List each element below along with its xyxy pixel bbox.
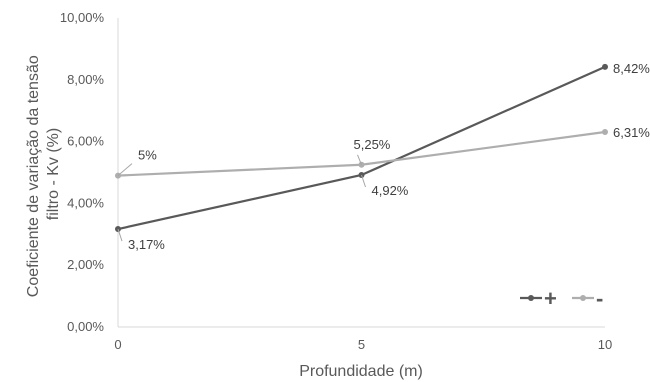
x-tick-label: 10: [598, 337, 612, 352]
series-plus-point: [602, 63, 608, 70]
legend-minus-marker: [580, 295, 586, 301]
series-minus-point: [602, 129, 608, 136]
data-label: 8,42%: [613, 61, 650, 76]
y-tick-label: 0,00%: [67, 319, 104, 334]
data-label: 5%: [138, 148, 157, 163]
data-label: 6,31%: [613, 125, 650, 140]
y-tick-label: 4,00%: [67, 195, 104, 210]
y-tick-label: 2,00%: [67, 257, 104, 272]
x-axis-title: Profundidade (m): [299, 363, 423, 380]
legend-plus-marker: [528, 295, 534, 301]
y-axis-title-line-2: filtro - Kv (%): [45, 128, 62, 220]
y-axis-title-line-1: Coeficiente de variação da tensão: [25, 55, 42, 297]
x-tick-label: 0: [114, 337, 121, 352]
y-axis-title: Coeficiente de variação da tensão filtro…: [25, 51, 62, 297]
data-label: 3,17%: [128, 237, 165, 252]
legend-minus-label: -: [596, 286, 603, 311]
legend: + -: [520, 286, 603, 311]
data-label-leader: [117, 163, 133, 176]
x-axis-ticks: 0 5 10: [114, 337, 612, 352]
y-tick-label: 6,00%: [67, 134, 104, 149]
data-label-leader: [117, 228, 123, 242]
data-label: 4,92%: [372, 183, 409, 198]
legend-plus-label: +: [544, 286, 557, 311]
data-labels: 3,17% 4,92% 8,42% 5% 5,25% 6,31%: [117, 61, 650, 252]
data-label-leader: [361, 174, 366, 188]
data-label: 5,25%: [354, 137, 391, 152]
data-label-leader: [357, 154, 362, 165]
x-tick-label: 5: [358, 337, 365, 352]
y-tick-label: 10,00%: [60, 10, 105, 25]
y-axis-ticks: 0,00% 2,00% 4,00% 6,00% 8,00% 10,00%: [60, 10, 105, 334]
y-tick-label: 8,00%: [67, 72, 104, 87]
